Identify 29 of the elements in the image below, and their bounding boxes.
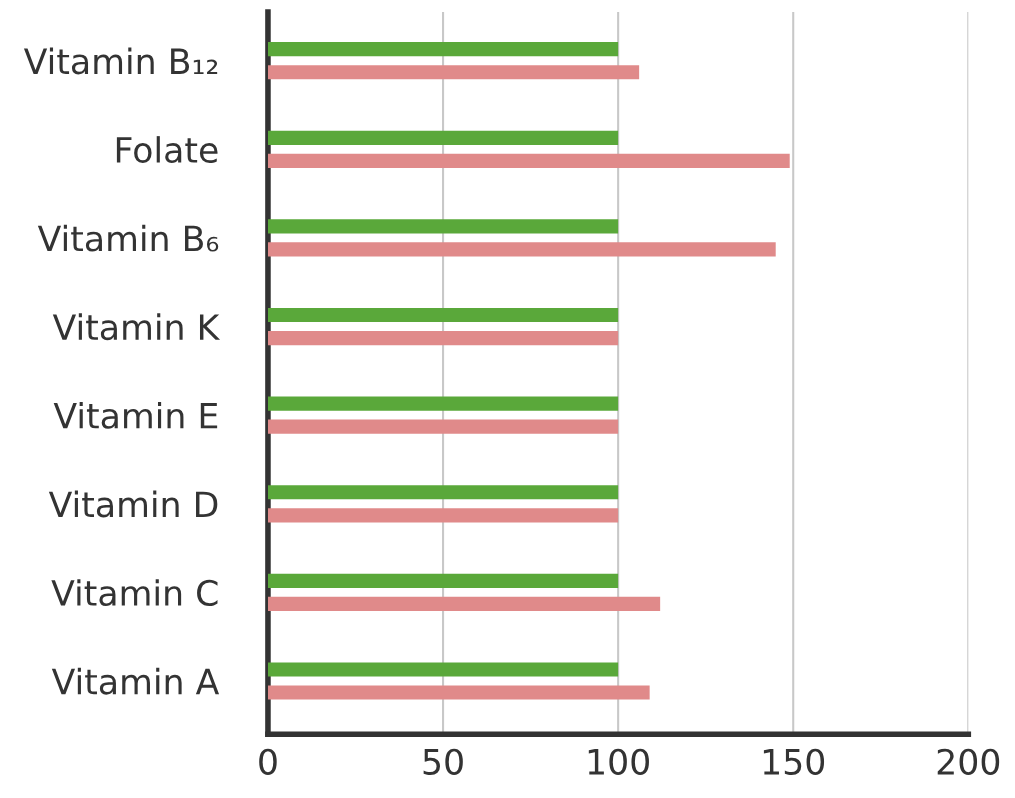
x-tick-label: 0 (259, 748, 277, 775)
bar (267, 330, 619, 346)
bar (267, 596, 661, 611)
y-tick-label: Folate (116, 136, 218, 163)
bar (267, 153, 790, 168)
bar (267, 42, 619, 57)
y-tick-label: Vitamin B₆ (37, 224, 219, 252)
bar (267, 242, 776, 257)
x-tick-label: 100 (588, 748, 649, 775)
bar (267, 65, 640, 80)
bar (267, 219, 619, 234)
bar (267, 130, 619, 145)
bar (267, 307, 619, 323)
bar (267, 419, 619, 434)
bar (267, 685, 650, 700)
y-tick-label: Vitamin C (51, 579, 218, 607)
bar (267, 396, 619, 411)
y-tick-label: Vitamin E (53, 401, 218, 429)
y-tick-label: Vitamin B₁₂ (23, 47, 218, 75)
x-tick-label: 200 (937, 748, 1000, 775)
bar (267, 662, 619, 677)
bar (267, 573, 619, 588)
y-tick-label: Vitamin D (48, 490, 218, 518)
bar (267, 485, 619, 500)
bar (267, 508, 619, 523)
y-tick-label: Vitamin A (51, 667, 220, 695)
x-tick-label: 150 (763, 748, 825, 775)
x-tick-label: 50 (423, 748, 463, 775)
y-tick-label: Vitamin K (52, 313, 221, 341)
